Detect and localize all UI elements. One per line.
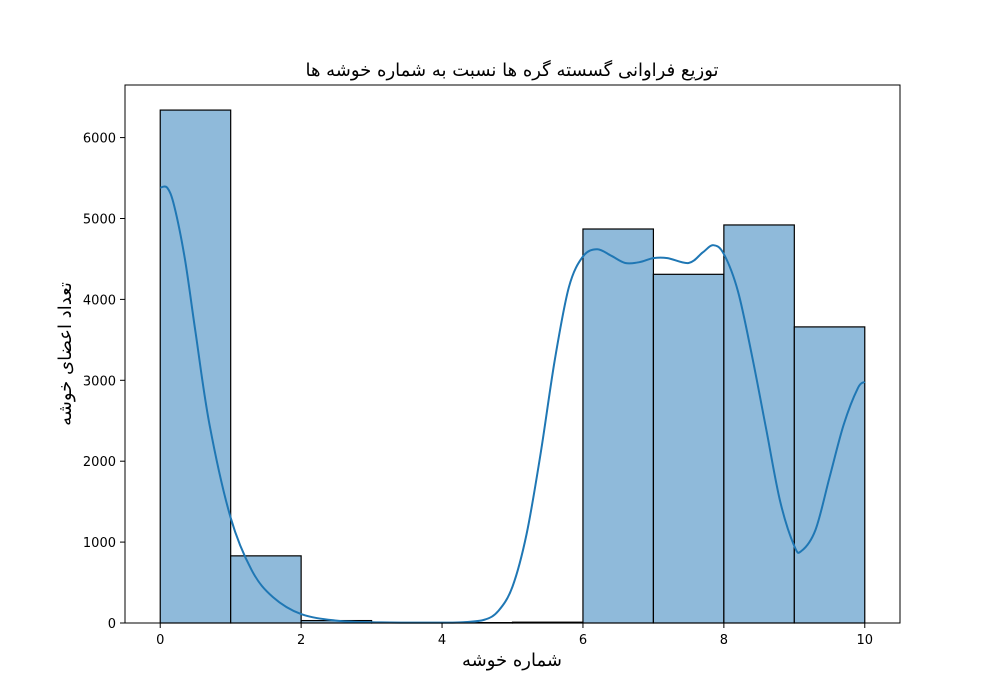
x-tick-label: 8 bbox=[720, 633, 728, 648]
x-axis-title: شماره خوشه bbox=[462, 650, 562, 671]
y-axis-ticks: 0 1000 2000 3000 4000 5000 6000 bbox=[83, 132, 125, 632]
x-tick-label: 10 bbox=[856, 633, 873, 648]
y-axis-title: تعداد اعضای خوشه bbox=[55, 282, 76, 426]
histogram-bar bbox=[582, 228, 655, 624]
y-tick-label: 1000 bbox=[83, 536, 116, 551]
x-tick-label: 2 bbox=[297, 633, 305, 648]
y-tick-label: 5000 bbox=[83, 212, 116, 227]
y-tick-label: 2000 bbox=[83, 455, 116, 470]
histogram-bars bbox=[159, 109, 866, 624]
kde-curve bbox=[160, 185, 866, 624]
x-tick-label: 6 bbox=[579, 633, 587, 648]
x-axis-ticks: 0 2 4 6 8 10 bbox=[156, 623, 873, 648]
histogram-bar bbox=[723, 224, 795, 624]
histogram-bar bbox=[652, 273, 725, 624]
chart-title: توزیع فراوانی گسسته گره ها نسبت به شماره… bbox=[305, 59, 718, 81]
x-tick-label: 0 bbox=[156, 633, 164, 648]
y-tick-label: 4000 bbox=[83, 293, 116, 308]
y-tick-label: 3000 bbox=[83, 374, 116, 389]
y-tick-label: 0 bbox=[108, 617, 116, 632]
histogram-bar bbox=[159, 109, 232, 624]
y-tick-label: 6000 bbox=[83, 132, 116, 147]
x-tick-label: 4 bbox=[438, 633, 446, 648]
plot-frame bbox=[124, 84, 901, 624]
